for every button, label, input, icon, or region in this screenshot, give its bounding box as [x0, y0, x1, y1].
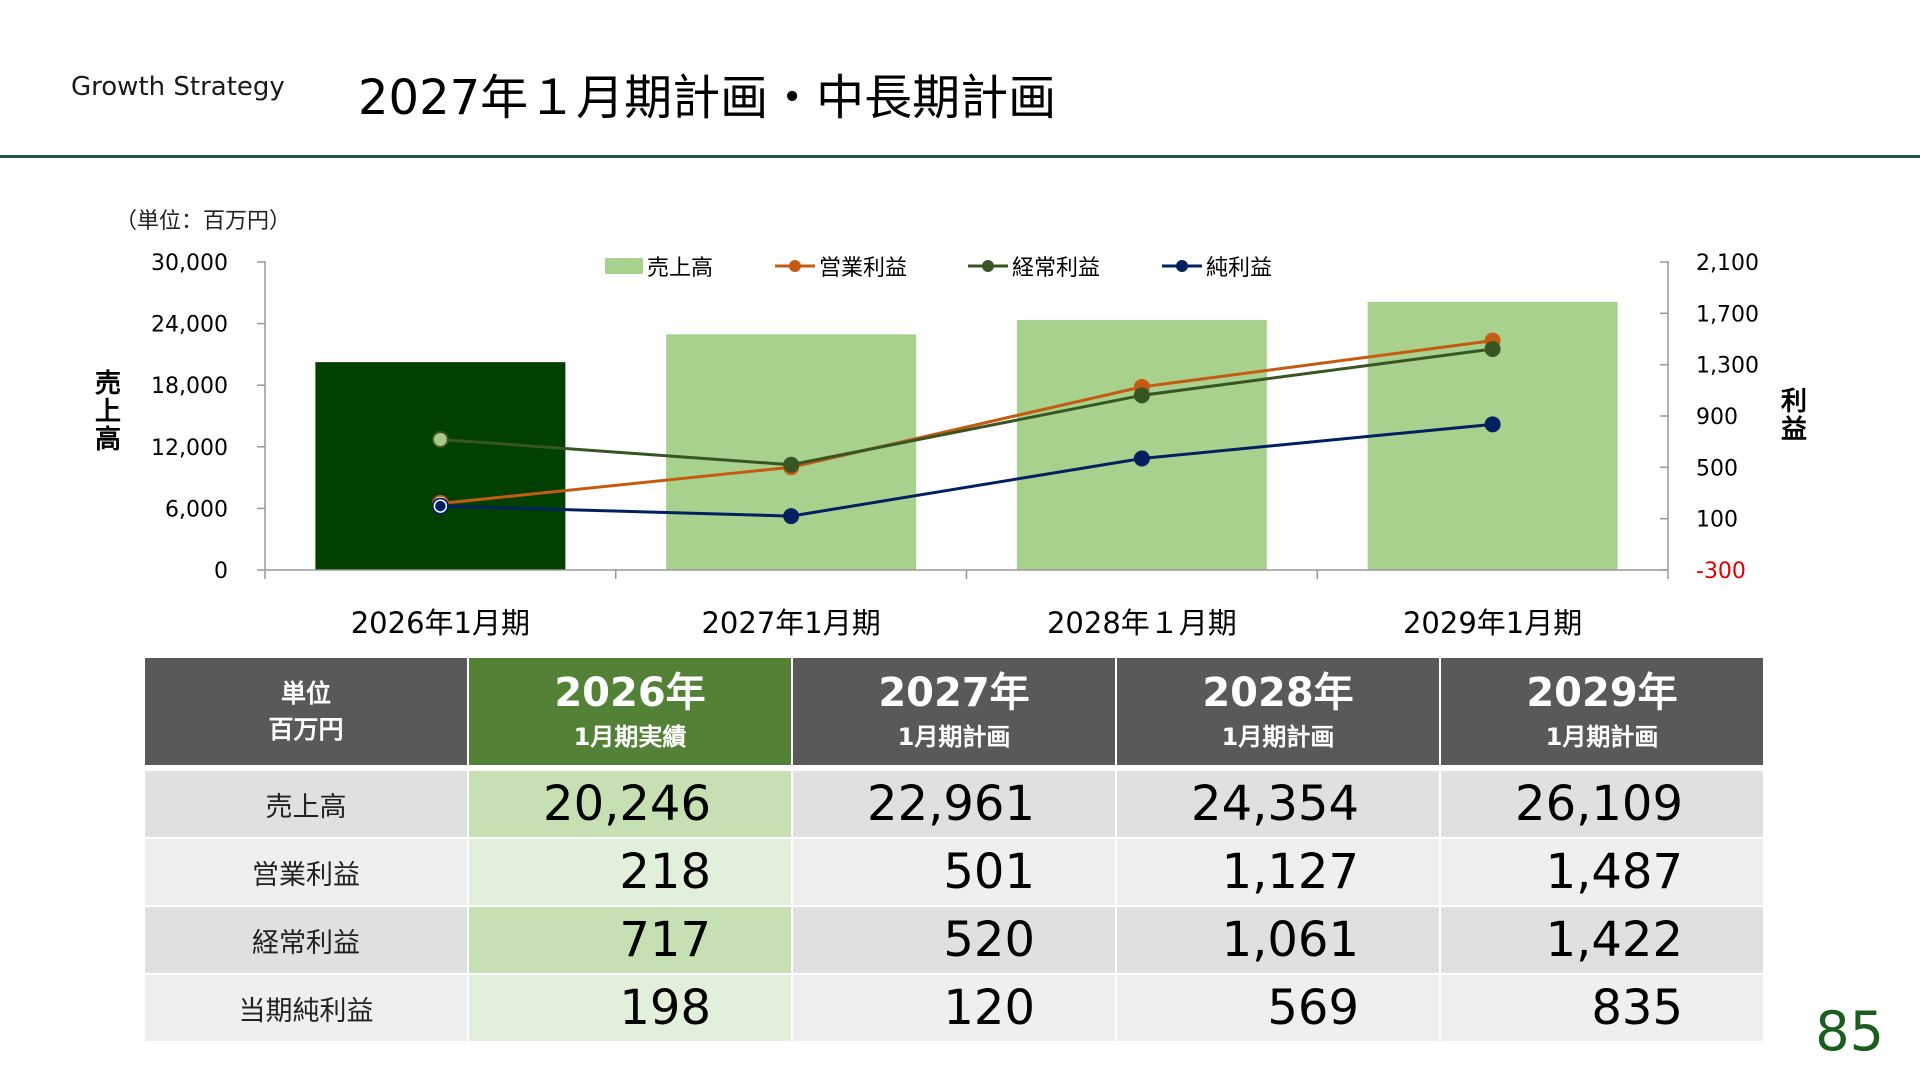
left-tick-label: 6,000	[165, 497, 228, 522]
series-marker-inner	[433, 499, 448, 513]
unit-header-line2: 百万円	[268, 714, 344, 744]
series-line-3	[440, 422, 1493, 518]
column-year: 2026年	[554, 669, 706, 716]
table-cell: 120	[793, 975, 1115, 1043]
row-label: 営業利益	[145, 839, 467, 907]
section-label: Growth Strategy	[71, 72, 285, 102]
column-subtitle: 1月期計画	[1545, 722, 1659, 751]
header-divider	[0, 155, 1920, 158]
table-cell: 198	[469, 975, 791, 1043]
legend-label: 営業利益	[819, 256, 907, 281]
row-label: 当期純利益	[145, 975, 467, 1043]
table-row-operating-profit: 営業利益 218 501 1,127 1,487	[145, 839, 1763, 907]
row-label: 経常利益	[145, 907, 467, 975]
table-cell: 1,422	[1441, 907, 1763, 975]
table-header-row: 単位 百万円 2026年 1月期実績 2027年 1月期計画 2028年 1月期…	[145, 658, 1763, 771]
left-tick-label: 18,000	[151, 374, 228, 399]
table-row-ordinary-profit: 経常利益 717 520 1,061 1,422	[145, 907, 1763, 975]
bar-3	[1016, 319, 1267, 570]
column-header-2027: 2027年 1月期計画	[793, 658, 1115, 771]
table-cell: 218	[469, 839, 791, 907]
table-cell: 835	[1441, 975, 1763, 1043]
column-header-2029: 2029年 1月期計画	[1441, 658, 1763, 771]
series-line-1	[440, 339, 1493, 506]
legend-marker	[982, 260, 994, 272]
series-marker	[1133, 450, 1150, 467]
series-marker	[1484, 416, 1501, 433]
x-tick-label: 2026年1月期	[351, 606, 530, 640]
table-cell: 569	[1117, 975, 1439, 1043]
x-tick-label: 2028年１月期	[1047, 606, 1237, 640]
right-tick-label: 2,100	[1696, 251, 1759, 276]
table-cell: 1,487	[1441, 839, 1763, 907]
table-cell: 24,354	[1117, 771, 1439, 839]
series-marker	[783, 456, 800, 473]
column-year: 2028年	[1202, 669, 1354, 716]
column-subtitle: 1月期計画	[1221, 722, 1335, 751]
table-cell: 20,246	[469, 771, 791, 839]
column-subtitle: 1月期計画	[897, 722, 1011, 751]
left-tick-label: 0	[214, 559, 228, 584]
table-cell: 717	[469, 907, 791, 975]
column-year: 2029年	[1526, 669, 1678, 716]
left-tick-label: 30,000	[151, 251, 228, 276]
series-marker	[1484, 341, 1501, 358]
unit-label: （単位：百万円）	[115, 209, 292, 234]
right-tick-label: 900	[1696, 405, 1738, 430]
right-tick-label: 1,300	[1696, 354, 1759, 379]
page-title: 2027年１月期計画・中長期計画	[358, 70, 1057, 126]
row-label: 売上高	[145, 771, 467, 839]
table-cell: 520	[793, 907, 1115, 975]
series-line-2	[440, 347, 1493, 467]
unit-header-cell: 単位 百万円	[145, 658, 467, 771]
legend-label: 売上高	[647, 256, 713, 281]
combo-chart: 0 6,000 12,000 18,000 24,000 30,000 -300 100 500…	[95, 251, 1807, 640]
left-tick-label: 24,000	[151, 313, 228, 338]
bar-2	[666, 334, 917, 570]
right-tick-label: 500	[1696, 456, 1738, 481]
legend-marker	[789, 260, 801, 272]
series-marker	[783, 508, 800, 525]
column-year: 2027年	[878, 669, 1030, 716]
left-tick-label: 12,000	[151, 436, 228, 461]
column-header-2028: 2028年 1月期計画	[1117, 658, 1439, 771]
legend-label: 経常利益	[1012, 256, 1100, 281]
table-cell: 1,061	[1117, 907, 1439, 975]
x-tick-label: 2027年1月期	[701, 606, 880, 640]
left-axis-title: 売上高	[95, 369, 121, 455]
table-cell: 501	[793, 839, 1115, 907]
legend-label: 純利益	[1206, 256, 1272, 281]
legend-marker	[1176, 260, 1188, 272]
unit-header-line1: 単位	[280, 678, 331, 708]
table-cell: 26,109	[1441, 771, 1763, 839]
table-cell: 22,961	[793, 771, 1115, 839]
table-row-net-profit: 当期純利益 198 120 569 835	[145, 975, 1763, 1043]
table-cell: 1,127	[1117, 839, 1439, 907]
page-number: 85	[1815, 1000, 1884, 1063]
right-tick-label: 100	[1696, 508, 1738, 533]
right-tick-label: 1,700	[1696, 302, 1759, 327]
table-row-sales: 売上高 20,246 22,961 24,354 26,109	[145, 771, 1763, 839]
column-subtitle: 1月期実績	[573, 722, 687, 751]
series-marker	[431, 430, 449, 448]
legend-swatch	[605, 258, 643, 274]
series-marker	[1133, 387, 1150, 404]
x-tick-label: 2029年1月期	[1403, 606, 1582, 640]
bar-1	[315, 362, 566, 570]
column-header-2026: 2026年 1月期実績	[469, 658, 791, 771]
right-axis-title: 利益	[1781, 387, 1807, 445]
right-tick-label: -300	[1696, 559, 1746, 584]
financial-plan-table: 単位 百万円 2026年 1月期実績 2027年 1月期計画 2028年 1月期…	[143, 658, 1765, 1043]
